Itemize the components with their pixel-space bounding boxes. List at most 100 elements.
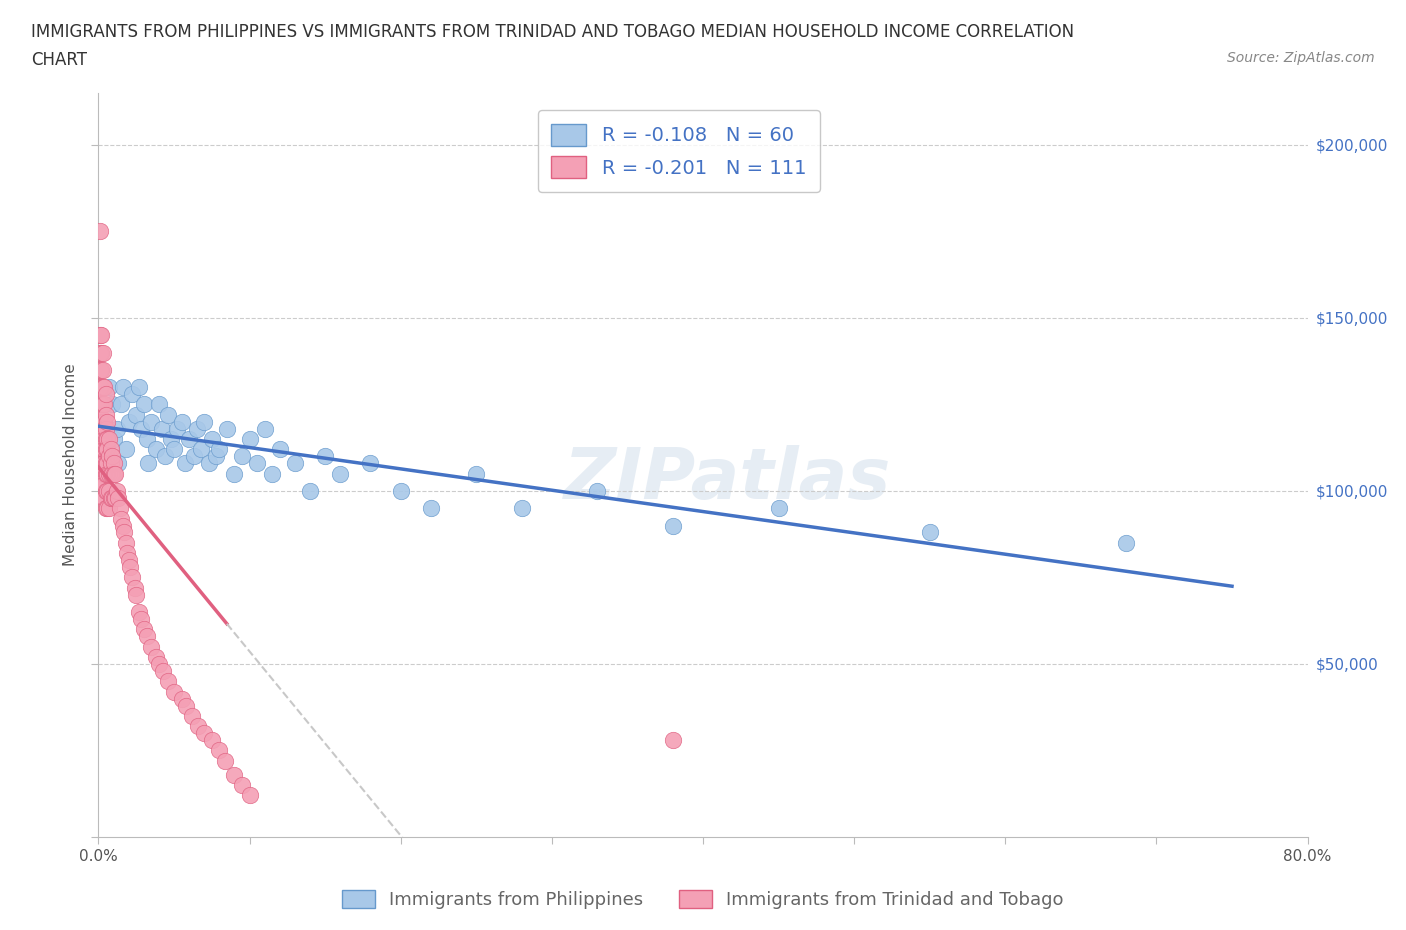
- Point: [231, 777, 253, 792]
- Point: [148, 397, 170, 412]
- Point: [239, 432, 262, 446]
- Point: [141, 414, 163, 429]
- Point: [160, 432, 183, 446]
- Point: [156, 674, 179, 689]
- Point: [107, 490, 129, 505]
- Point: [91, 379, 114, 394]
- Point: [662, 518, 685, 533]
- Point: [173, 456, 195, 471]
- Point: [103, 466, 125, 481]
- Point: [299, 484, 322, 498]
- Point: [96, 466, 118, 481]
- Point: [90, 363, 112, 378]
- Point: [136, 456, 159, 471]
- Point: [156, 407, 179, 422]
- Point: [103, 432, 125, 446]
- Point: [98, 484, 121, 498]
- Point: [215, 421, 238, 436]
- Point: [89, 421, 111, 436]
- Point: [93, 456, 115, 471]
- Point: [110, 397, 132, 412]
- Point: [91, 397, 114, 412]
- Point: [98, 449, 121, 464]
- Point: [114, 536, 136, 551]
- Point: [420, 501, 443, 516]
- Point: [145, 650, 167, 665]
- Point: [125, 407, 148, 422]
- Point: [201, 733, 224, 748]
- Point: [120, 560, 142, 575]
- Point: [94, 501, 117, 516]
- Point: [103, 490, 125, 505]
- Point: [103, 456, 125, 471]
- Point: [91, 345, 114, 360]
- Point: [96, 456, 118, 471]
- Point: [193, 725, 215, 740]
- Point: [98, 466, 121, 481]
- Point: [100, 442, 122, 457]
- Point: [179, 432, 201, 446]
- Point: [360, 456, 382, 471]
- Point: [135, 629, 157, 644]
- Point: [100, 456, 122, 471]
- Point: [284, 456, 307, 471]
- Point: [135, 432, 157, 446]
- Point: [186, 421, 208, 436]
- Point: [94, 484, 117, 498]
- Point: [214, 753, 236, 768]
- Point: [96, 501, 118, 516]
- Point: [98, 432, 121, 446]
- Point: [329, 466, 352, 481]
- Point: [205, 449, 228, 464]
- Point: [91, 476, 114, 491]
- Point: [89, 397, 111, 412]
- Point: [90, 456, 112, 471]
- Point: [197, 456, 219, 471]
- Point: [89, 407, 111, 422]
- Point: [93, 397, 115, 412]
- Point: [170, 691, 193, 706]
- Point: [153, 449, 176, 464]
- Point: [94, 456, 117, 471]
- Point: [89, 432, 111, 446]
- Point: [93, 490, 115, 505]
- Point: [105, 421, 128, 436]
- Point: [93, 432, 115, 446]
- Point: [90, 442, 112, 457]
- Point: [262, 466, 284, 481]
- Point: [141, 639, 163, 654]
- Point: [93, 442, 115, 457]
- Point: [93, 466, 115, 481]
- Point: [118, 552, 141, 567]
- Point: [768, 501, 790, 516]
- Point: [89, 379, 111, 394]
- Point: [90, 421, 112, 436]
- Point: [269, 442, 291, 457]
- Point: [89, 442, 111, 457]
- Point: [93, 476, 115, 491]
- Point: [94, 432, 117, 446]
- Point: [90, 466, 112, 481]
- Point: [183, 449, 205, 464]
- Point: [208, 442, 231, 457]
- Point: [224, 767, 246, 782]
- Point: [125, 588, 148, 603]
- Point: [94, 407, 117, 422]
- Point: [100, 466, 122, 481]
- Point: [231, 449, 253, 464]
- Point: [94, 466, 117, 481]
- Point: [89, 224, 111, 239]
- Point: [101, 466, 124, 481]
- Point: [101, 449, 124, 464]
- Point: [89, 327, 111, 342]
- Point: [91, 363, 114, 378]
- Point: [96, 414, 118, 429]
- Point: [112, 525, 135, 540]
- Point: [174, 698, 197, 713]
- Point: [145, 442, 167, 457]
- Point: [111, 379, 134, 394]
- Point: [90, 345, 112, 360]
- Point: [148, 657, 170, 671]
- Point: [246, 456, 269, 471]
- Point: [90, 327, 112, 342]
